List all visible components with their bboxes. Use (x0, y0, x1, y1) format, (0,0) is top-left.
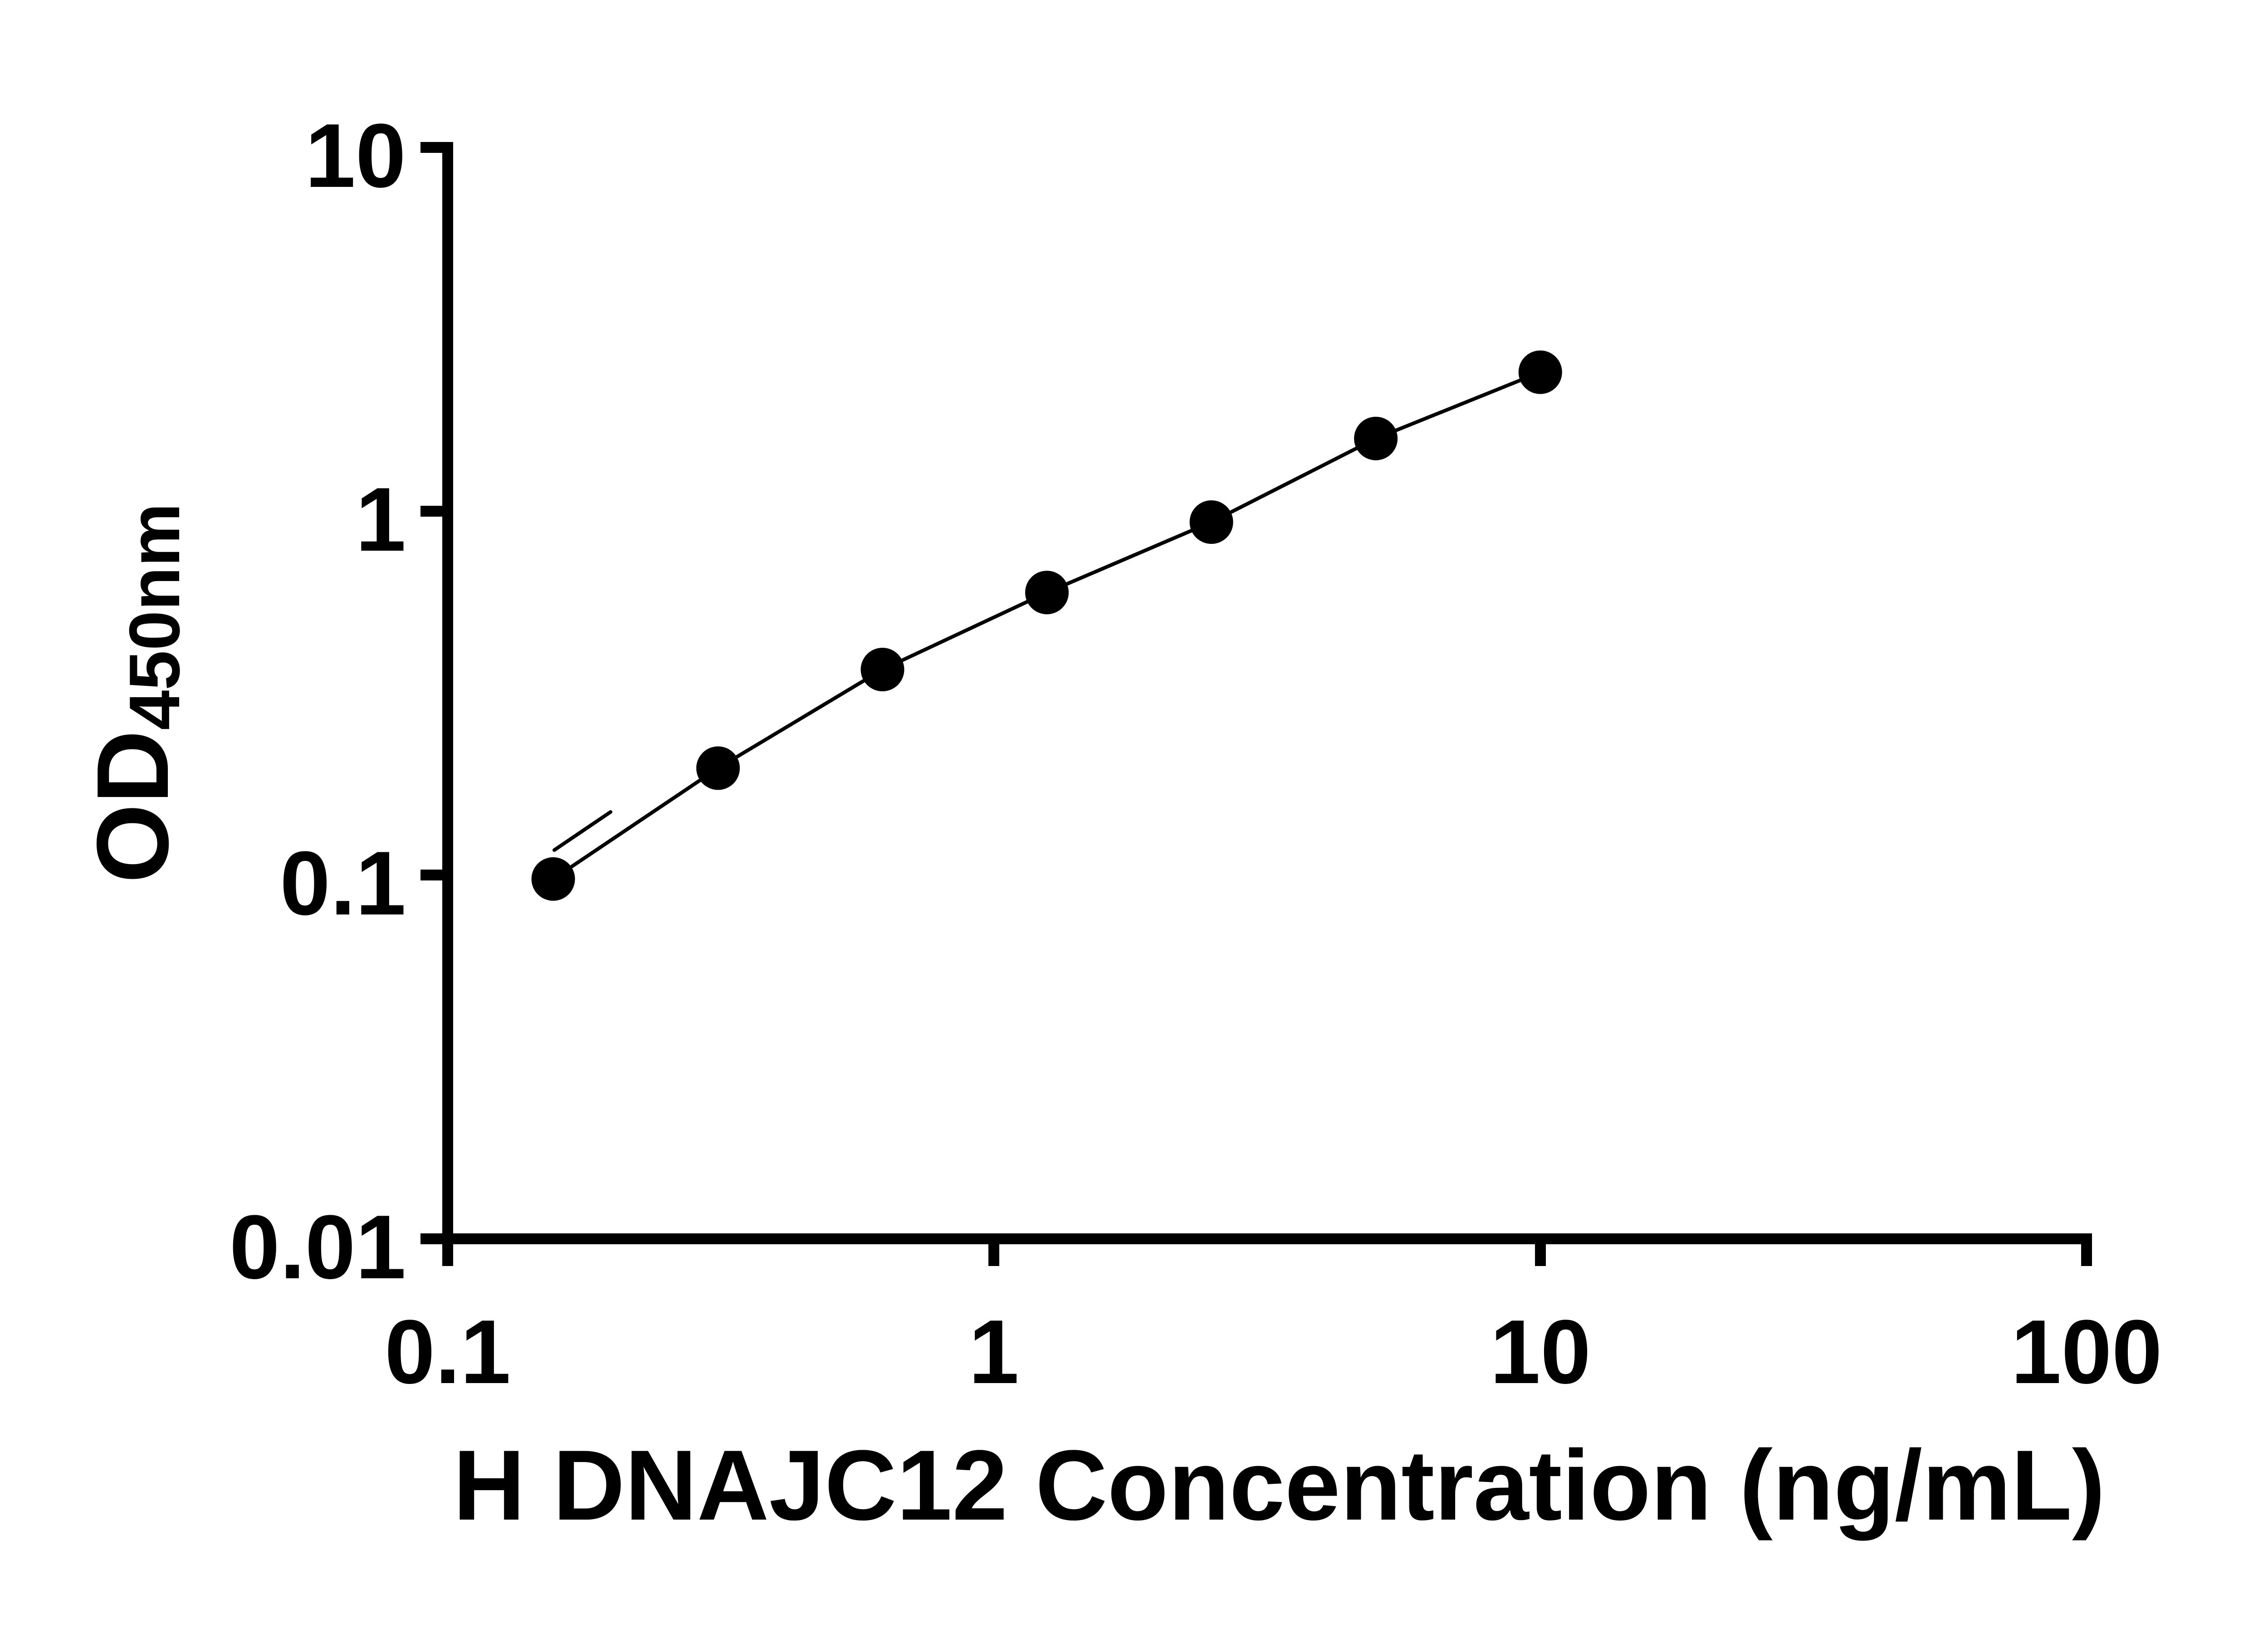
svg-text:1: 1 (968, 1301, 1019, 1403)
svg-text:10: 10 (305, 105, 406, 206)
svg-text:0.1: 0.1 (280, 833, 406, 934)
svg-text:0.01: 0.01 (230, 1197, 406, 1298)
svg-text:0.1: 0.1 (385, 1301, 511, 1403)
svg-text:100: 100 (2011, 1301, 2162, 1403)
svg-text:10: 10 (1490, 1301, 1591, 1403)
svg-text:H DNAJC12 Concentration (ng/mL: H DNAJC12 Concentration (ng/mL) (453, 1429, 2105, 1541)
svg-text:1: 1 (356, 469, 406, 570)
